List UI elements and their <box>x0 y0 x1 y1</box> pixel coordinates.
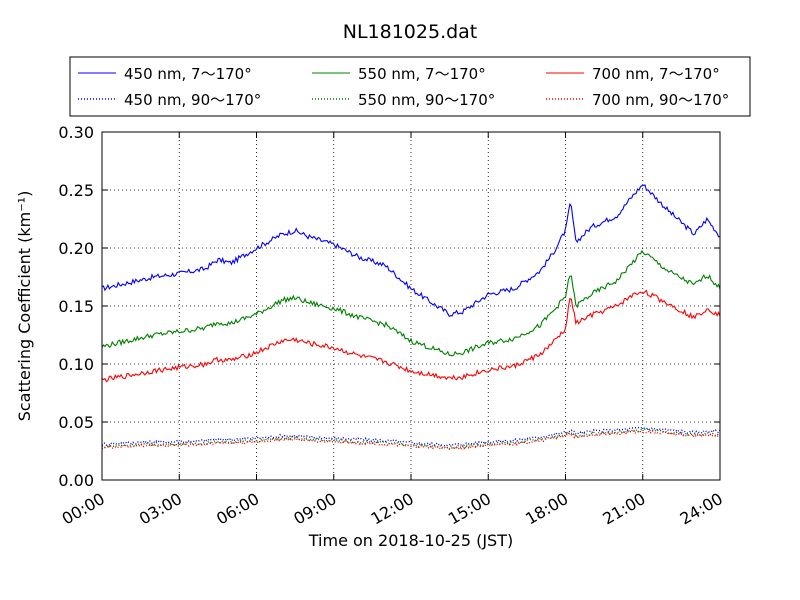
legend-label: 700 nm, 90～170° <box>592 91 729 109</box>
y-tick-label: 0.20 <box>58 239 94 258</box>
chart-title: NL181025.dat <box>343 21 478 43</box>
series-layer <box>101 184 721 451</box>
plot-frame <box>101 131 721 481</box>
y-tick-label: 0.00 <box>58 471 94 490</box>
x-axis-title: Time on 2018-10-25 (JST) <box>308 531 513 550</box>
series-line-1 <box>101 184 721 317</box>
y-tick-label: 0.15 <box>58 297 94 316</box>
series-line-3 <box>101 249 721 357</box>
legend-label: 450 nm, 7～170° <box>124 65 252 83</box>
y-tick-label: 0.30 <box>58 123 94 142</box>
legend: 450 nm, 7～170° 550 nm, 7～170° 700 nm, 7～17… <box>69 56 751 117</box>
legend-label: 550 nm, 90～170° <box>358 91 495 109</box>
y-axis-title: Scattering Coefficient (km⁻¹) <box>15 191 34 422</box>
y-tick-label: 0.25 <box>58 181 94 200</box>
legend-label: 550 nm, 7～170° <box>358 65 486 83</box>
legend-box <box>69 56 751 117</box>
series-line-6 <box>101 429 721 451</box>
grid <box>102 132 720 480</box>
y-tick-label: 0.05 <box>58 413 94 432</box>
legend-label: 450 nm, 90～170° <box>124 91 261 109</box>
series-line-5 <box>101 289 721 383</box>
legend-label: 700 nm, 7～170° <box>592 65 720 83</box>
y-tick-label: 0.10 <box>58 355 94 374</box>
